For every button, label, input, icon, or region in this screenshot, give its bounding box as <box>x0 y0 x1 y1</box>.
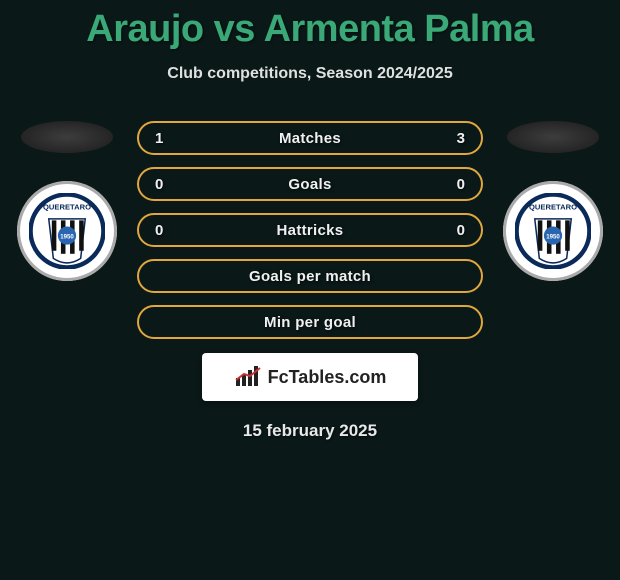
svg-text:QUERETARO: QUERETARO <box>43 203 91 212</box>
club-badge-icon: QUERETARO 1950 <box>515 193 591 269</box>
stat-right-value: 0 <box>457 176 465 193</box>
date: 15 february 2025 <box>0 421 620 441</box>
main-row: QUERETARO 1950 1 Matches 3 0 Go <box>0 121 620 339</box>
stat-left-value: 0 <box>155 222 163 239</box>
stat-label: Hattricks <box>277 222 344 239</box>
brand-attribution[interactable]: FcTables.com <box>202 353 418 401</box>
stat-label: Min per goal <box>264 314 356 331</box>
page-title: Araujo vs Armenta Palma <box>0 8 620 51</box>
stat-left-value: 1 <box>155 130 163 147</box>
stat-row-min-per-goal: Min per goal <box>137 305 483 339</box>
svg-text:1950: 1950 <box>546 234 560 241</box>
right-player-col: QUERETARO 1950 <box>503 121 603 281</box>
stat-row-hattricks: 0 Hattricks 0 <box>137 213 483 247</box>
left-player-col: QUERETARO 1950 <box>17 121 117 281</box>
subtitle: Club competitions, Season 2024/2025 <box>0 65 620 83</box>
stat-row-matches: 1 Matches 3 <box>137 121 483 155</box>
club-badge-icon: QUERETARO 1950 <box>29 193 105 269</box>
left-club-badge: QUERETARO 1950 <box>17 181 117 281</box>
stats-column: 1 Matches 3 0 Goals 0 0 Hattricks 0 Goal… <box>137 121 483 339</box>
stat-row-goals-per-match: Goals per match <box>137 259 483 293</box>
stat-label: Goals <box>288 176 331 193</box>
right-player-silhouette <box>507 121 599 153</box>
comparison-card: Araujo vs Armenta Palma Club competition… <box>0 0 620 441</box>
left-player-silhouette <box>21 121 113 153</box>
right-club-badge: QUERETARO 1950 <box>503 181 603 281</box>
stat-row-goals: 0 Goals 0 <box>137 167 483 201</box>
svg-text:1950: 1950 <box>60 234 74 241</box>
bar-chart-icon <box>234 366 262 388</box>
svg-text:QUERETARO: QUERETARO <box>529 203 577 212</box>
stat-right-value: 0 <box>457 222 465 239</box>
stat-label: Goals per match <box>249 268 371 285</box>
stat-left-value: 0 <box>155 176 163 193</box>
brand-text: FcTables.com <box>268 367 387 388</box>
stat-right-value: 3 <box>457 130 465 147</box>
stat-label: Matches <box>279 130 341 147</box>
